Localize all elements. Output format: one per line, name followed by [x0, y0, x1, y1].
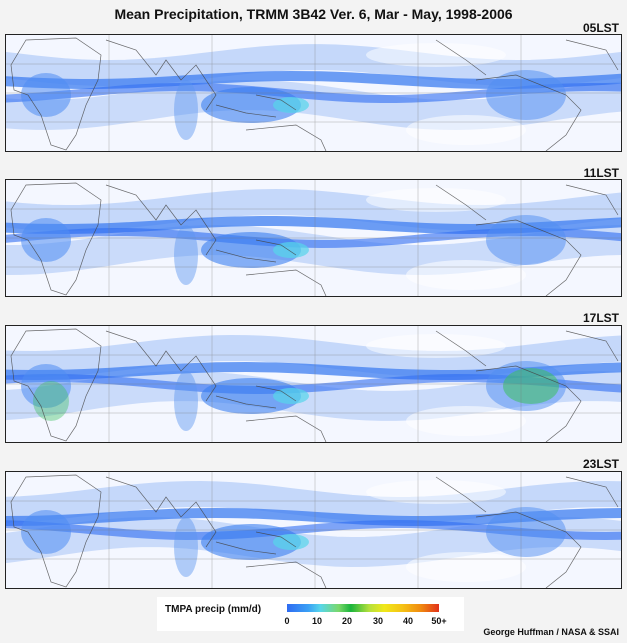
color-legend: TMPA precip (mm/d) 0 10 20 30 40 50+	[157, 597, 464, 631]
panel-label-23lst: 23LST	[582, 457, 619, 471]
legend-tick: 0	[284, 616, 290, 626]
map-svg	[6, 472, 621, 588]
figure-title: Mean Precipitation, TRMM 3B42 Ver. 6, Ma…	[114, 6, 513, 22]
map-svg	[6, 326, 621, 442]
precip-map-05lst	[5, 34, 622, 152]
credit-text: George Huffman / NASA & SSAI	[483, 627, 619, 637]
map-svg	[6, 35, 621, 151]
legend-tick: 20	[341, 616, 353, 626]
precip-map-23lst	[5, 471, 622, 589]
legend-tick: 30	[372, 616, 384, 626]
legend-label: TMPA precip (mm/d)	[165, 604, 262, 615]
map-svg	[6, 180, 621, 296]
panel-label-17lst: 17LST	[582, 311, 619, 325]
precip-map-17lst	[5, 325, 622, 443]
legend-color-bar	[287, 604, 439, 612]
panel-label-11lst: 11LST	[583, 166, 619, 180]
precip-map-11lst	[5, 179, 622, 297]
legend-tick: 40	[402, 616, 414, 626]
legend-tick: 10	[311, 616, 323, 626]
panel-label-05lst: 05LST	[582, 21, 619, 35]
legend-tick: 50+	[431, 616, 447, 626]
